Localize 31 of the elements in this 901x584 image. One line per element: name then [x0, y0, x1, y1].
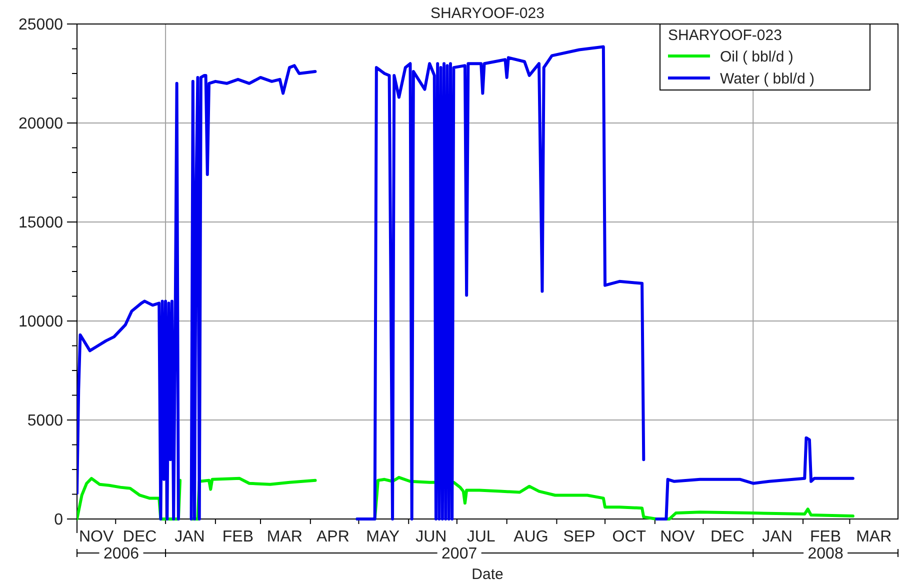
text: 2007: [442, 546, 478, 563]
x-tick-label: DEC: [122, 528, 157, 546]
x-tick-label: SEP: [563, 528, 596, 546]
y-tick-label: 5000: [27, 412, 64, 430]
y-tick-label: 25000: [18, 16, 64, 34]
x-tick-label: MAY: [366, 528, 400, 546]
y-tick-label: 0: [54, 512, 64, 529]
y-tick-label: 10000: [18, 314, 64, 331]
x-tick-label: APR: [316, 528, 350, 546]
text: 2008: [808, 546, 844, 563]
y-tick-label: 20000: [18, 116, 64, 133]
x-tick-label: DEC: [710, 528, 744, 546]
legend-label: Oil ( bbl/d ): [720, 48, 794, 66]
x-tick-label: FEB: [810, 528, 842, 546]
x-tick-label: JUL: [466, 528, 496, 546]
chart-title: SHARYOOF-023: [430, 5, 544, 22]
legend-label: Water ( bbl/d ): [720, 70, 814, 88]
y-tick-label: 15000: [18, 214, 64, 232]
x-tick-label: JAN: [174, 528, 205, 546]
x-tick-label: AUG: [514, 528, 548, 546]
x-axis-title: Date: [472, 566, 504, 583]
x-tick-label: NOV: [660, 528, 696, 546]
text: 2006: [103, 546, 140, 563]
x-tick-label: JAN: [762, 528, 792, 546]
x-tick-label: JUN: [416, 528, 447, 546]
x-tick-label: NOV: [78, 528, 114, 546]
x-tick-label: FEB: [222, 528, 254, 546]
x-tick-label: MAR: [266, 528, 302, 546]
x-tick-label: MAR: [856, 528, 892, 546]
legend-title: SHARYOOF-023: [668, 27, 782, 44]
x-tick-label: OCT: [612, 528, 646, 546]
